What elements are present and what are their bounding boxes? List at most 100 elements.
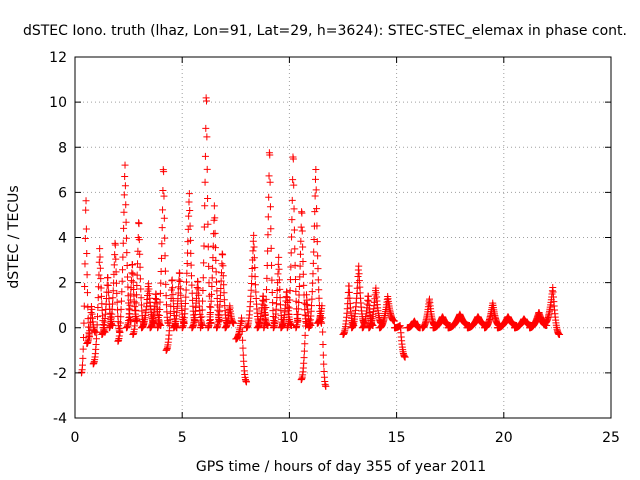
data-point-marker (122, 201, 130, 209)
data-point-marker (187, 249, 195, 257)
x-tick-label: 20 (495, 430, 513, 446)
data-point-marker (211, 229, 219, 237)
data-point-marker (137, 285, 145, 293)
data-point-marker (199, 297, 207, 305)
data-point-marker (322, 382, 330, 390)
data-point-marker (187, 261, 195, 269)
data-point-marker (161, 267, 169, 275)
data-point-marker (185, 198, 193, 206)
grid (75, 57, 611, 418)
data-point-marker (309, 279, 317, 287)
data-point-marker (206, 303, 214, 311)
data-point-marker (183, 260, 191, 268)
data-point-marker (168, 276, 176, 284)
data-point-marker (118, 288, 126, 296)
x-tick-label: 0 (71, 430, 80, 446)
data-point-marker (291, 245, 299, 253)
data-point-marker (298, 227, 306, 235)
data-point-marker (120, 208, 128, 216)
data-points (77, 94, 564, 390)
data-point-marker (287, 263, 295, 271)
data-point-marker (290, 226, 298, 234)
data-point-marker (199, 286, 207, 294)
data-point-marker (265, 172, 273, 180)
satellite-arc (162, 276, 181, 354)
data-point-marker (251, 281, 259, 289)
data-point-marker (176, 269, 184, 277)
satellite-arc (154, 166, 172, 332)
data-point-marker (186, 236, 194, 244)
data-point-marker (81, 282, 89, 290)
data-point-marker (129, 278, 137, 286)
data-point-marker (176, 277, 184, 285)
data-point-marker (162, 280, 170, 288)
data-point-marker (310, 248, 318, 256)
data-point-marker (556, 331, 564, 339)
data-point-marker (132, 299, 140, 307)
data-point-marker (390, 317, 398, 325)
data-point-marker (186, 222, 194, 230)
data-point-marker (156, 305, 164, 313)
data-point-marker (98, 300, 106, 308)
data-point-marker (80, 333, 88, 341)
data-point-marker (182, 286, 190, 294)
data-point-marker (136, 263, 144, 271)
data-point-marker (182, 278, 190, 286)
data-point-marker (121, 161, 129, 169)
data-point-marker (84, 303, 92, 311)
y-tick-label: 2 (58, 276, 67, 292)
data-point-marker (219, 251, 227, 259)
data-point-marker (80, 302, 88, 310)
data-point-marker (194, 278, 202, 286)
data-point-marker (113, 298, 121, 306)
data-point-marker (299, 257, 307, 265)
data-point-marker (95, 258, 103, 266)
data-point-marker (216, 291, 224, 299)
data-point-marker (158, 240, 166, 248)
data-point-marker (314, 252, 322, 260)
data-point-marker (185, 190, 193, 198)
data-point-marker (117, 297, 125, 305)
satellite-arc (283, 153, 302, 332)
data-point-marker (124, 283, 132, 291)
data-point-marker (299, 270, 307, 278)
data-point-marker (161, 252, 169, 260)
data-point-marker (313, 238, 321, 246)
data-point-marker (117, 313, 125, 321)
satellite-arc (277, 288, 296, 332)
data-point-marker (263, 274, 271, 282)
data-point-marker (166, 309, 174, 317)
data-point-marker (265, 193, 273, 201)
data-point-marker (123, 262, 131, 270)
data-point-marker (194, 285, 202, 293)
data-point-marker (176, 285, 184, 293)
data-point-marker (274, 270, 282, 278)
data-point-marker (97, 292, 105, 300)
satellite-arc (403, 317, 424, 332)
data-point-marker (202, 97, 210, 105)
data-point-marker (211, 214, 219, 222)
data-point-marker (119, 239, 127, 247)
data-point-marker (311, 208, 319, 216)
satellite-arc (204, 202, 224, 332)
data-point-marker (262, 304, 270, 312)
data-point-marker (263, 286, 271, 294)
y-axis-label: dSTEC / TECUs (6, 185, 22, 288)
data-point-marker (105, 288, 113, 296)
data-point-marker (198, 306, 206, 314)
data-point-marker (212, 256, 220, 264)
data-point-marker (288, 216, 296, 224)
data-point-marker (188, 281, 196, 289)
data-point-marker (216, 317, 224, 325)
data-point-marker (198, 313, 206, 321)
data-point-marker (78, 361, 86, 369)
data-point-marker (169, 284, 177, 292)
data-point-marker (109, 300, 117, 308)
data-point-marker (112, 279, 120, 287)
data-point-marker (238, 327, 246, 335)
satellite-arc (444, 310, 473, 332)
data-point-marker (295, 299, 303, 307)
y-tick-label: -2 (53, 366, 67, 382)
data-point-marker (79, 354, 87, 362)
data-point-marker (120, 224, 128, 232)
